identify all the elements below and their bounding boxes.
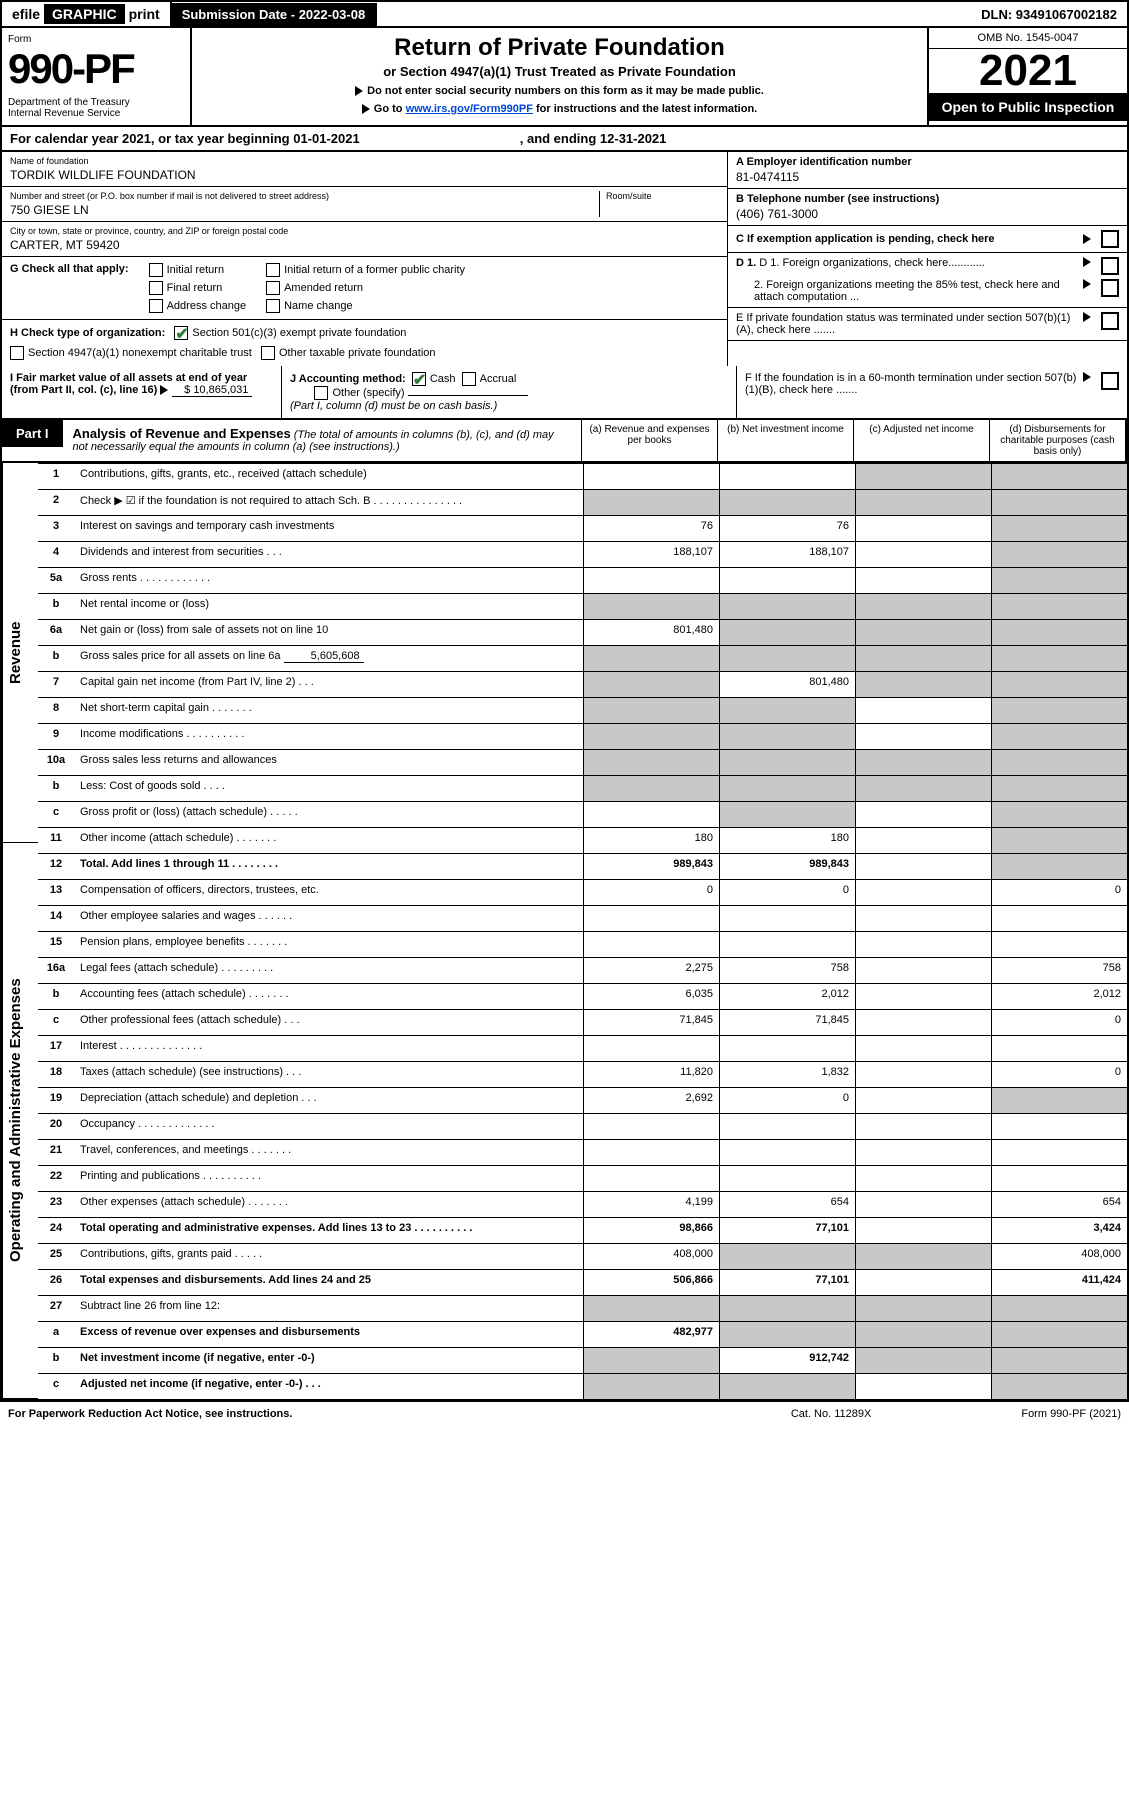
chk-d2[interactable]	[1101, 279, 1119, 297]
table-row: aExcess of revenue over expenses and dis…	[38, 1321, 1127, 1347]
form-title: Return of Private Foundation	[212, 34, 907, 62]
table-row: 8Net short-term capital gain . . . . . .…	[38, 697, 1127, 723]
d-row: D 1. D 1. Foreign organizations, check h…	[728, 253, 1127, 308]
note-1: Do not enter social security numbers on …	[212, 85, 907, 97]
part1-table: Revenue Operating and Administrative Exp…	[0, 463, 1129, 1401]
form-header: Form 990-PF Department of the Treasury I…	[0, 28, 1129, 127]
table-row: 26Total expenses and disbursements. Add …	[38, 1269, 1127, 1295]
phone-row: B Telephone number (see instructions) (4…	[728, 189, 1127, 226]
i-col: I Fair market value of all assets at end…	[2, 366, 282, 418]
col-c-hdr: (c) Adjusted net income	[853, 420, 989, 461]
table-row: 20Occupancy . . . . . . . . . . . . .	[38, 1113, 1127, 1139]
chk-c[interactable]	[1101, 230, 1119, 248]
form-number: 990-PF	[8, 45, 184, 93]
chk-cash[interactable]	[412, 372, 426, 386]
top-bar: efileGRAPHICprint Submission Date - 2022…	[0, 0, 1129, 28]
city-row: City or town, state or province, country…	[2, 222, 727, 257]
table-row: cAdjusted net income (if negative, enter…	[38, 1373, 1127, 1399]
table-row: cOther professional fees (attach schedul…	[38, 1009, 1127, 1035]
table-row: 23Other expenses (attach schedule) . . .…	[38, 1191, 1127, 1217]
table-row: 4Dividends and interest from securities …	[38, 541, 1127, 567]
e-row: E If private foundation status was termi…	[728, 308, 1127, 341]
footer: For Paperwork Reduction Act Notice, see …	[0, 1401, 1129, 1426]
chk-address[interactable]	[149, 299, 163, 313]
ein-row: A Employer identification number 81-0474…	[728, 152, 1127, 189]
table-row: 16aLegal fees (attach schedule) . . . . …	[38, 957, 1127, 983]
cat-no: Cat. No. 11289X	[791, 1408, 872, 1420]
table-row: 18Taxes (attach schedule) (see instructi…	[38, 1061, 1127, 1087]
chk-d1[interactable]	[1101, 257, 1119, 275]
chk-other-method[interactable]	[314, 386, 328, 400]
tax-year: 2021	[929, 49, 1127, 93]
table-row: cGross profit or (loss) (attach schedule…	[38, 801, 1127, 827]
open-inspection: Open to Public Inspection	[929, 93, 1127, 121]
table-row: 15Pension plans, employee benefits . . .…	[38, 931, 1127, 957]
table-row: 3Interest on savings and temporary cash …	[38, 515, 1127, 541]
dln: DLN: 93491067002182	[971, 3, 1127, 26]
table-row: 9Income modifications . . . . . . . . . …	[38, 723, 1127, 749]
foundation-name-row: Name of foundation TORDIK WILDLIFE FOUND…	[2, 152, 727, 187]
table-row: 25Contributions, gifts, grants paid . . …	[38, 1243, 1127, 1269]
arrow-icon	[1083, 234, 1091, 244]
table-row: 11Other income (attach schedule) . . . .…	[38, 827, 1127, 853]
address-row: Number and street (or P.O. box number if…	[2, 187, 727, 222]
chk-amended[interactable]	[266, 281, 280, 295]
form-word: Form	[8, 34, 184, 45]
table-row: 5aGross rents . . . . . . . . . . . .	[38, 567, 1127, 593]
table-row: 24Total operating and administrative exp…	[38, 1217, 1127, 1243]
calendar-year-row: For calendar year 2021, or tax year begi…	[0, 127, 1129, 152]
table-row: 17Interest . . . . . . . . . . . . . .	[38, 1035, 1127, 1061]
table-row: bNet rental income or (loss)	[38, 593, 1127, 619]
table-row: 13Compensation of officers, directors, t…	[38, 879, 1127, 905]
g-row: G Check all that apply: Initial return F…	[2, 257, 727, 320]
submission-date: Submission Date - 2022-03-08	[172, 3, 378, 26]
part1-tab: Part I	[2, 420, 63, 447]
table-row: 1Contributions, gifts, grants, etc., rec…	[38, 463, 1127, 489]
table-row: 2Check ▶ ☑ if the foundation is not requ…	[38, 489, 1127, 515]
hij-row: I Fair market value of all assets at end…	[0, 366, 1129, 420]
c-row: C If exemption application is pending, c…	[728, 226, 1127, 253]
table-row: 19Depreciation (attach schedule) and dep…	[38, 1087, 1127, 1113]
table-row: bNet investment income (if negative, ent…	[38, 1347, 1127, 1373]
part1-header: Part I Analysis of Revenue and Expenses …	[0, 420, 1129, 463]
chk-e[interactable]	[1101, 312, 1119, 330]
table-row: 21Travel, conferences, and meetings . . …	[38, 1139, 1127, 1165]
chk-501c3[interactable]	[174, 326, 188, 340]
chk-4947[interactable]	[10, 346, 24, 360]
col-a-hdr: (a) Revenue and expenses per books	[581, 420, 717, 461]
table-row: bGross sales price for all assets on lin…	[38, 645, 1127, 671]
j-col: J Accounting method: Cash Accrual Other …	[282, 366, 737, 418]
table-row: 12Total. Add lines 1 through 11 . . . . …	[38, 853, 1127, 879]
table-row: bLess: Cost of goods sold . . . .	[38, 775, 1127, 801]
form-ref: Form 990-PF (2021)	[1021, 1408, 1121, 1420]
col-d-hdr: (d) Disbursements for charitable purpose…	[989, 420, 1125, 461]
chk-other-tax[interactable]	[261, 346, 275, 360]
note-2: Go to www.irs.gov/Form990PF for instruct…	[212, 103, 907, 115]
table-row: 6aNet gain or (loss) from sale of assets…	[38, 619, 1127, 645]
form-subtitle: or Section 4947(a)(1) Trust Treated as P…	[212, 64, 907, 79]
chk-name[interactable]	[266, 299, 280, 313]
chk-initial[interactable]	[149, 263, 163, 277]
h-row: H Check type of organization: Section 50…	[2, 320, 727, 366]
chk-initial-public[interactable]	[266, 263, 280, 277]
chk-final[interactable]	[149, 281, 163, 295]
efile-label: efileGRAPHICprint	[2, 2, 172, 26]
table-row: 7Capital gain net income (from Part IV, …	[38, 671, 1127, 697]
f-col: F If the foundation is in a 60-month ter…	[737, 366, 1127, 418]
info-block: Name of foundation TORDIK WILDLIFE FOUND…	[0, 152, 1129, 366]
dept-label: Department of the Treasury Internal Reve…	[8, 97, 184, 119]
col-b-hdr: (b) Net investment income	[717, 420, 853, 461]
table-row: 14Other employee salaries and wages . . …	[38, 905, 1127, 931]
table-row: 22Printing and publications . . . . . . …	[38, 1165, 1127, 1191]
form-link[interactable]: www.irs.gov/Form990PF	[406, 103, 533, 115]
chk-accrual[interactable]	[462, 372, 476, 386]
table-row: 27Subtract line 26 from line 12:	[38, 1295, 1127, 1321]
expenses-side-label: Operating and Administrative Expenses	[2, 843, 38, 1399]
revenue-side-label: Revenue	[2, 463, 38, 843]
table-row: 10aGross sales less returns and allowanc…	[38, 749, 1127, 775]
table-row: bAccounting fees (attach schedule) . . .…	[38, 983, 1127, 1009]
chk-f[interactable]	[1101, 372, 1119, 390]
